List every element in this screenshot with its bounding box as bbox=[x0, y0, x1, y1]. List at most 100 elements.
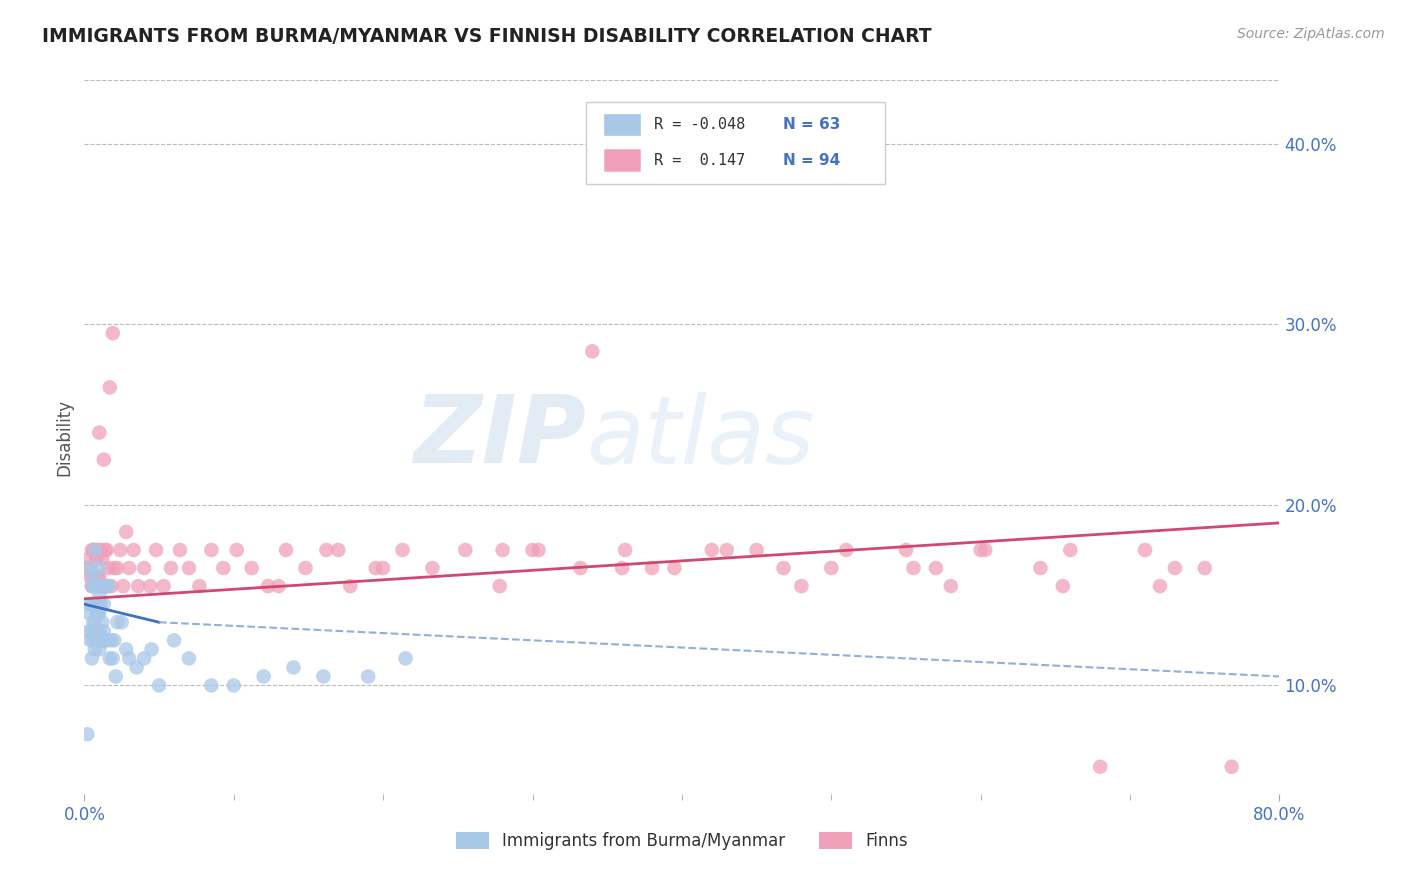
Point bbox=[77, 624, 100, 639]
Point bbox=[1029, 561, 1052, 575]
Text: R = -0.048: R = -0.048 bbox=[654, 117, 745, 132]
Point bbox=[1090, 760, 1112, 774]
Point bbox=[364, 561, 387, 575]
Point bbox=[200, 678, 222, 692]
Point bbox=[454, 543, 477, 558]
Point bbox=[148, 678, 170, 692]
Point bbox=[115, 524, 138, 539]
Point bbox=[86, 606, 108, 620]
Point bbox=[188, 579, 211, 593]
Point bbox=[391, 543, 413, 558]
Point bbox=[98, 651, 121, 665]
Point bbox=[79, 597, 101, 611]
Point bbox=[89, 588, 111, 602]
Text: N = 63: N = 63 bbox=[783, 117, 841, 132]
Point bbox=[91, 579, 114, 593]
Point bbox=[86, 624, 108, 639]
Point bbox=[581, 344, 603, 359]
Point bbox=[339, 579, 361, 593]
Point bbox=[240, 561, 263, 575]
Point bbox=[83, 579, 105, 593]
Point bbox=[1220, 760, 1243, 774]
Point bbox=[488, 579, 510, 593]
Point bbox=[93, 624, 115, 639]
FancyBboxPatch shape bbox=[605, 114, 640, 136]
Point bbox=[253, 669, 276, 683]
Point bbox=[94, 579, 117, 593]
Point bbox=[96, 543, 118, 558]
Point bbox=[177, 651, 200, 665]
Point bbox=[83, 597, 105, 611]
Point bbox=[1059, 543, 1081, 558]
Point bbox=[1149, 579, 1171, 593]
Point bbox=[716, 543, 738, 558]
Point bbox=[79, 561, 101, 575]
Point bbox=[1052, 579, 1074, 593]
Point bbox=[745, 543, 768, 558]
Point bbox=[222, 678, 245, 692]
Point bbox=[835, 543, 858, 558]
Point bbox=[100, 633, 122, 648]
Point bbox=[257, 579, 280, 593]
Point bbox=[132, 651, 156, 665]
Point bbox=[87, 570, 110, 584]
Point bbox=[90, 543, 112, 558]
Point bbox=[790, 579, 813, 593]
Point bbox=[79, 633, 101, 648]
Point bbox=[91, 579, 114, 593]
Point bbox=[1194, 561, 1216, 575]
Point bbox=[76, 727, 98, 741]
Point bbox=[315, 543, 337, 558]
Point bbox=[86, 579, 108, 593]
Point bbox=[76, 561, 98, 575]
Point bbox=[118, 561, 141, 575]
Point bbox=[283, 660, 305, 674]
Point bbox=[97, 561, 120, 575]
Point bbox=[82, 570, 104, 584]
Point bbox=[89, 624, 111, 639]
Point bbox=[89, 570, 111, 584]
Point bbox=[80, 543, 103, 558]
Point bbox=[1133, 543, 1156, 558]
Legend: Immigrants from Burma/Myanmar, Finns: Immigrants from Burma/Myanmar, Finns bbox=[449, 825, 915, 857]
Point bbox=[974, 543, 997, 558]
Point bbox=[97, 579, 120, 593]
Text: atlas: atlas bbox=[586, 392, 814, 483]
Point bbox=[118, 651, 141, 665]
Point bbox=[91, 552, 114, 566]
Point bbox=[132, 561, 156, 575]
Point bbox=[89, 606, 111, 620]
Point bbox=[93, 597, 115, 611]
Point bbox=[145, 543, 167, 558]
Point bbox=[96, 579, 118, 593]
Point bbox=[177, 561, 200, 575]
Point bbox=[87, 543, 110, 558]
Point bbox=[894, 543, 917, 558]
Point bbox=[225, 543, 247, 558]
Point bbox=[93, 579, 115, 593]
Point bbox=[94, 543, 117, 558]
Point bbox=[87, 633, 110, 648]
Point bbox=[100, 579, 122, 593]
Point bbox=[77, 552, 100, 566]
Point bbox=[86, 552, 108, 566]
Point bbox=[614, 543, 637, 558]
Point bbox=[101, 651, 124, 665]
Point bbox=[80, 579, 103, 593]
Point bbox=[294, 561, 316, 575]
Point bbox=[115, 642, 138, 657]
Point bbox=[527, 543, 550, 558]
Y-axis label: Disability: Disability bbox=[55, 399, 73, 475]
Point bbox=[169, 543, 191, 558]
Point bbox=[125, 660, 148, 674]
Point bbox=[80, 651, 103, 665]
Point bbox=[83, 543, 105, 558]
Point bbox=[274, 543, 297, 558]
Point bbox=[89, 597, 111, 611]
Point bbox=[105, 561, 128, 575]
Point bbox=[394, 651, 416, 665]
Point bbox=[127, 579, 149, 593]
FancyBboxPatch shape bbox=[586, 102, 886, 184]
Point bbox=[641, 561, 664, 575]
Point bbox=[328, 543, 350, 558]
